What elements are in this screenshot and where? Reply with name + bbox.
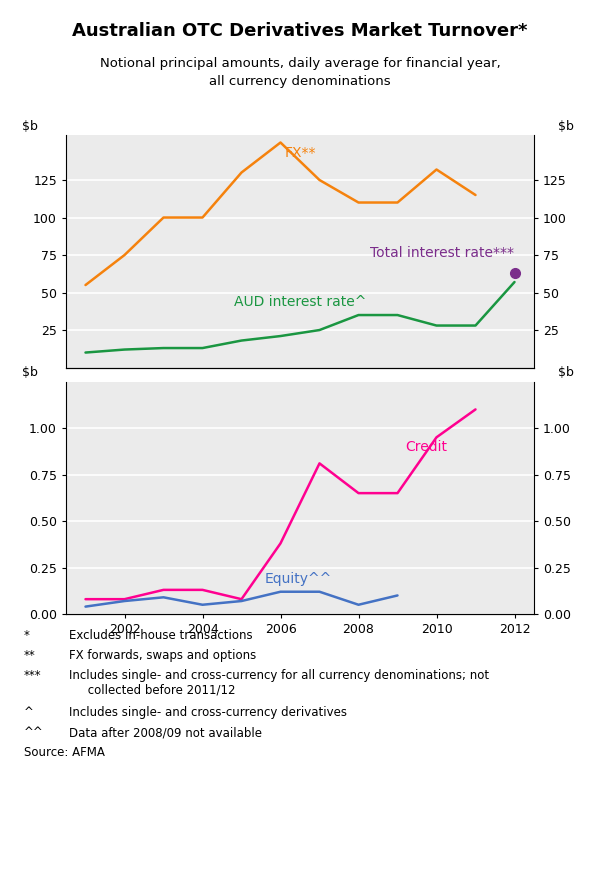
Text: Excludes in-house transactions: Excludes in-house transactions [69,629,253,642]
Text: $b: $b [558,366,574,379]
Text: Source: AFMA: Source: AFMA [24,746,105,760]
Text: Total interest rate***: Total interest rate*** [370,246,514,260]
Text: Credit: Credit [406,440,448,455]
Text: ^: ^ [24,706,34,719]
Text: $b: $b [558,119,574,132]
Text: Notional principal amounts, daily average for financial year,
all currency denom: Notional principal amounts, daily averag… [100,57,500,88]
Text: ***: *** [24,669,41,682]
Text: Equity^^: Equity^^ [265,572,332,586]
Text: **: ** [24,649,36,662]
Text: AUD interest rate^: AUD interest rate^ [234,295,366,309]
Text: FX forwards, swaps and options: FX forwards, swaps and options [69,649,256,662]
Text: Includes single- and cross-currency for all currency denominations; not
     col: Includes single- and cross-currency for … [69,669,489,697]
Text: $b: $b [22,366,37,379]
Text: *: * [24,629,30,642]
Text: ^^: ^^ [24,726,44,739]
Text: Includes single- and cross-currency derivatives: Includes single- and cross-currency deri… [69,706,347,719]
Text: $b: $b [22,119,37,132]
Text: Australian OTC Derivatives Market Turnover*: Australian OTC Derivatives Market Turnov… [72,22,528,40]
Text: FX**: FX** [284,145,316,159]
Text: Data after 2008/09 not available: Data after 2008/09 not available [69,726,262,739]
